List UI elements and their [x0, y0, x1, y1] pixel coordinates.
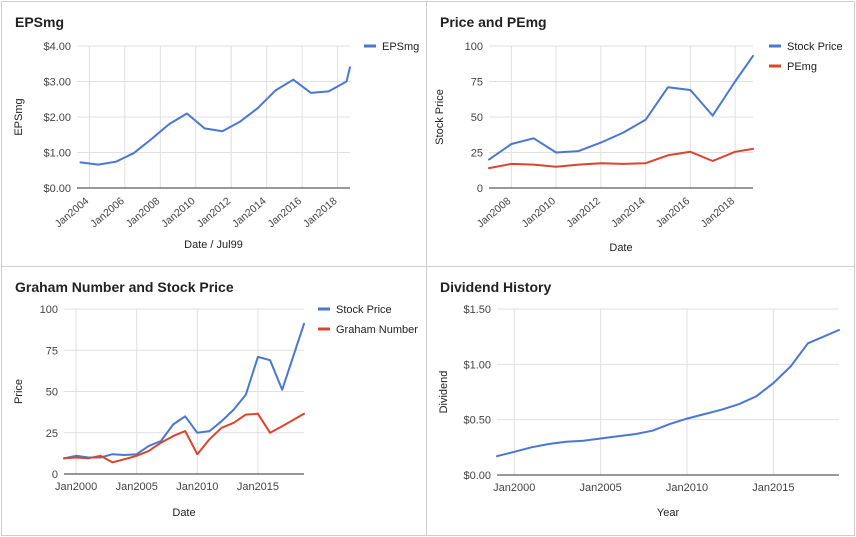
chart-title: EPSmg — [15, 14, 65, 30]
x-tick-label: Jan2016 — [265, 195, 304, 230]
chart-title: Dividend History — [440, 279, 552, 295]
y-tick-label: 100 — [40, 304, 58, 316]
y-axis-title: EPSmg — [13, 98, 25, 135]
y-tick-label: 50 — [46, 387, 58, 399]
x-tick-label: Jan2018 — [698, 195, 737, 230]
y-axis-title: Stock Price — [434, 89, 446, 145]
y-tick-label: $1.50 — [463, 304, 491, 316]
x-tick-label: Jan2010 — [159, 195, 198, 230]
x-axis-title: Date — [609, 242, 632, 254]
graham-chart: 0 25 50 75 100 Jan2000 Jan2005 Jan2010 Jan2015 Da… — [13, 304, 418, 519]
legend-label: Stock Price — [787, 41, 843, 53]
x-tick-label: Jan2000 — [55, 481, 97, 493]
y-tick-label: $0.00 — [43, 183, 71, 195]
y-tick-label: $2.00 — [43, 112, 71, 124]
x-tick-label: Jan2012 — [564, 195, 603, 230]
x-tick-label: Jan2015 — [237, 481, 279, 493]
y-tick-label: $4.00 — [43, 41, 71, 53]
x-tick-label: Jan2010 — [666, 482, 708, 494]
x-tick-label: Jan2006 — [88, 195, 127, 230]
series-line — [488, 54, 754, 161]
x-tick-label: Jan2018 — [301, 195, 340, 230]
x-tick-label: Jan2016 — [654, 195, 693, 230]
y-tick-label: 0 — [477, 183, 483, 195]
y-tick-label: $0.00 — [463, 470, 491, 482]
series-line — [496, 329, 840, 458]
x-axis-title: Date / Jul99 — [184, 239, 243, 251]
x-axis-title: Year — [657, 507, 680, 519]
x-tick-label: Jan2000 — [493, 482, 535, 494]
dividend-chart: $0.00 $0.50 $1.00 $1.50 Jan2000 Jan2005 Jan201… — [438, 304, 840, 519]
y-tick-label: 50 — [471, 112, 483, 124]
legend-label: Graham Number — [336, 324, 418, 336]
x-tick-label: Jan2008 — [475, 195, 514, 230]
x-tick-label: Jan2008 — [124, 195, 163, 230]
y-tick-label: $1.00 — [463, 359, 491, 371]
y-tick-label: 100 — [465, 41, 483, 53]
y-axis-title: Price — [13, 379, 25, 404]
series-line — [63, 412, 305, 464]
x-axis-title: Date — [172, 507, 195, 519]
price-pe-chart-panel: Price and PEmg 0 25 50 75 100 Jan2008 Jan2010 J… — [426, 1, 855, 267]
chart-title: Price and PEmg — [440, 14, 547, 30]
eps-chart: $0.00$1.00$2.00$3.00$4.00Jan2004Jan2006J… — [13, 41, 419, 251]
x-tick-label: Jan2005 — [116, 481, 158, 493]
legend-label: EPSmg — [382, 41, 419, 53]
x-tick-label: Jan2014 — [230, 195, 269, 230]
x-tick-label: Jan2005 — [580, 482, 622, 494]
series-line — [79, 66, 351, 166]
y-tick-label: 25 — [471, 148, 483, 160]
y-tick-label: 75 — [46, 345, 58, 357]
x-tick-label: Jan2010 — [519, 195, 558, 230]
graham-chart-panel: Graham Number and Stock Price 0 25 50 75 100… — [1, 266, 427, 536]
y-tick-label: $3.00 — [43, 77, 71, 89]
y-axis-title: Dividend — [438, 371, 450, 414]
y-tick-label: $1.00 — [43, 148, 71, 160]
x-tick-label: Jan2010 — [176, 481, 218, 493]
dividend-chart-panel: Dividend History $0.00 $0.50 $1.00 $1.50 Jan… — [426, 266, 855, 536]
legend-label: Stock Price — [336, 304, 392, 316]
eps-chart-panel: EPSmg $0.00 $1.00 $2.00 $3.00 $4.00 Jan2004 Ja… — [1, 1, 427, 267]
chart-title: Graham Number and Stock Price — [15, 279, 234, 295]
x-tick-label: Jan2012 — [195, 195, 234, 230]
x-tick-label: Jan2014 — [609, 195, 648, 230]
y-tick-label: 75 — [471, 77, 483, 89]
legend-label: PEmg — [787, 61, 817, 73]
y-tick-label: $0.50 — [463, 415, 491, 427]
y-tick-label: 0 — [52, 469, 58, 481]
y-tick-label: 25 — [46, 428, 58, 440]
x-tick-label: Jan2004 — [53, 195, 92, 230]
series-line — [488, 147, 754, 170]
x-tick-label: Jan2015 — [752, 482, 794, 494]
